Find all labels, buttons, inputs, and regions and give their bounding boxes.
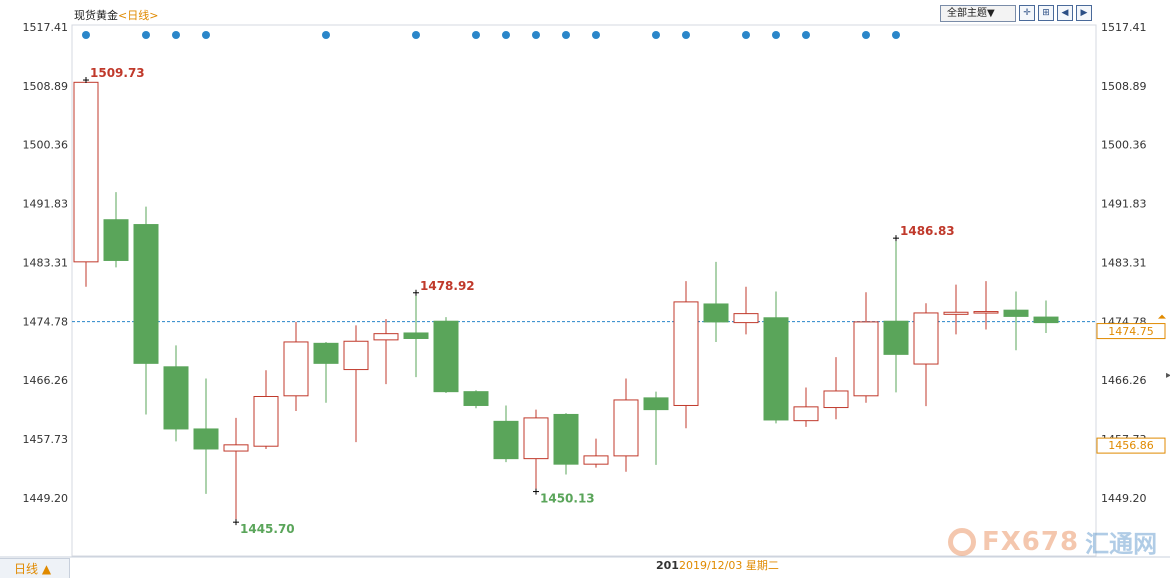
watermark: FX678 汇通网 [948, 524, 1157, 559]
instrument-name: 现货黄金 [74, 9, 118, 22]
low-price-label: 1450.13 [540, 492, 595, 506]
low-price-label: 1445.70 [240, 522, 295, 536]
event-dot-icon[interactable] [592, 31, 600, 39]
period-tab[interactable]: 日线 ▲ [0, 558, 70, 578]
y-tick-label-left: 1517.41 [23, 21, 69, 34]
high-price-label: 1509.73 [90, 66, 145, 80]
candle-body[interactable] [463, 391, 489, 406]
candle-body[interactable] [673, 301, 699, 406]
candle-body[interactable] [853, 321, 879, 397]
date-year: 201 [656, 559, 679, 572]
y-tick-label-left: 1500.36 [23, 139, 69, 152]
y-tick-label-left: 1449.20 [23, 492, 69, 505]
scroll-left-icon[interactable]: ◀ [1057, 5, 1073, 21]
theme-select-button[interactable]: 全部主题▼ [940, 5, 1016, 22]
current-price-arrow-icon [1158, 314, 1166, 319]
event-dot-icon[interactable] [532, 31, 540, 39]
candle-body[interactable] [133, 224, 159, 364]
candle-body[interactable] [373, 333, 399, 341]
y-tick-label-right: 1466.26 [1101, 374, 1147, 387]
y-tick-label-left: 1508.89 [23, 80, 69, 93]
y-tick-label-right: 1491.83 [1101, 198, 1147, 211]
event-dot-icon[interactable] [172, 31, 180, 39]
event-dot-icon[interactable] [202, 31, 210, 39]
y-tick-label-left: 1457.73 [23, 433, 69, 446]
event-dot-icon[interactable] [502, 31, 510, 39]
candle-body[interactable] [103, 219, 129, 261]
watermark-brand: FX678 [982, 526, 1080, 557]
candle-body[interactable] [643, 397, 669, 411]
event-dot-icon[interactable] [652, 31, 660, 39]
scroll-marker-icon[interactable]: ▸ [1166, 370, 1170, 381]
candle-body[interactable] [703, 303, 729, 323]
candle-body[interactable] [733, 313, 759, 324]
candle-body[interactable] [973, 311, 999, 314]
event-dot-icon[interactable] [142, 31, 150, 39]
candle-body[interactable] [313, 342, 339, 364]
candle-body[interactable] [433, 320, 459, 393]
y-tick-label-right: 1500.36 [1101, 139, 1147, 152]
event-dot-icon[interactable] [562, 31, 570, 39]
y-tick-label-right: 1517.41 [1101, 21, 1147, 34]
cursor-date-label: 2012019/12/03 星期二 [656, 558, 779, 574]
y-tick-label-left: 1466.26 [23, 374, 69, 387]
event-dot-icon[interactable] [682, 31, 690, 39]
cursor-price-label: 1456.86 [1108, 439, 1154, 452]
candle-body[interactable] [943, 311, 969, 315]
candle-body[interactable] [493, 420, 519, 460]
candle-body[interactable] [583, 455, 609, 465]
candle-body[interactable] [343, 340, 369, 371]
brand-logo-icon [948, 527, 976, 556]
y-tick-label-right: 1449.20 [1101, 492, 1147, 505]
high-price-label: 1486.83 [900, 224, 955, 238]
candle-body[interactable] [553, 413, 579, 465]
zoom-in-icon[interactable]: ⊞ [1038, 5, 1054, 21]
candle-body[interactable] [1033, 316, 1059, 324]
current-price-box [1096, 323, 1166, 340]
candle-body[interactable] [193, 428, 219, 450]
event-dot-icon[interactable] [742, 31, 750, 39]
event-dot-icon[interactable] [82, 31, 90, 39]
event-dot-icon[interactable] [772, 31, 780, 39]
candle-body[interactable] [223, 444, 249, 452]
candle-body[interactable] [523, 417, 549, 460]
candle-body[interactable] [823, 390, 849, 409]
candle-body[interactable] [763, 317, 789, 421]
scroll-right-icon[interactable]: ▶ [1076, 5, 1092, 21]
chart-title: 现货黄金<日线> [74, 7, 158, 23]
candle-body[interactable] [73, 81, 99, 263]
event-dot-icon[interactable] [412, 31, 420, 39]
high-price-label: 1478.92 [420, 279, 475, 293]
candle-body[interactable] [883, 320, 909, 355]
chart-toolbar: 全部主题▼ ✛ ⊞ ◀ ▶ [940, 5, 1092, 22]
plot-frame [71, 24, 1097, 557]
candle-body[interactable] [283, 341, 309, 397]
candle-body[interactable] [793, 406, 819, 422]
period-label[interactable]: <日线> [118, 9, 159, 22]
y-tick-label-left: 1483.31 [23, 256, 69, 269]
candle-body[interactable] [613, 399, 639, 457]
candle-body[interactable] [913, 312, 939, 365]
date-text: 2019/12/03 星期二 [678, 559, 779, 572]
candle-body[interactable] [253, 395, 279, 447]
crosshair-icon[interactable]: ✛ [1019, 5, 1035, 21]
y-tick-label-right: 1483.31 [1101, 256, 1147, 269]
candle-body[interactable] [403, 332, 429, 339]
event-dot-icon[interactable] [892, 31, 900, 39]
cursor-price-box [1096, 437, 1166, 454]
event-dot-icon[interactable] [322, 31, 330, 39]
event-dot-icon[interactable] [862, 31, 870, 39]
event-dot-icon[interactable] [472, 31, 480, 39]
watermark-cn: 汇通网 [1085, 530, 1158, 558]
current-price-label: 1474.75 [1108, 325, 1154, 338]
candle-body[interactable] [163, 366, 189, 430]
y-tick-label-left: 1474.78 [23, 315, 69, 328]
event-dot-icon[interactable] [802, 31, 810, 39]
y-tick-label-right: 1508.89 [1101, 80, 1147, 93]
candle-body[interactable] [1003, 309, 1029, 317]
y-tick-label-left: 1491.83 [23, 198, 69, 211]
